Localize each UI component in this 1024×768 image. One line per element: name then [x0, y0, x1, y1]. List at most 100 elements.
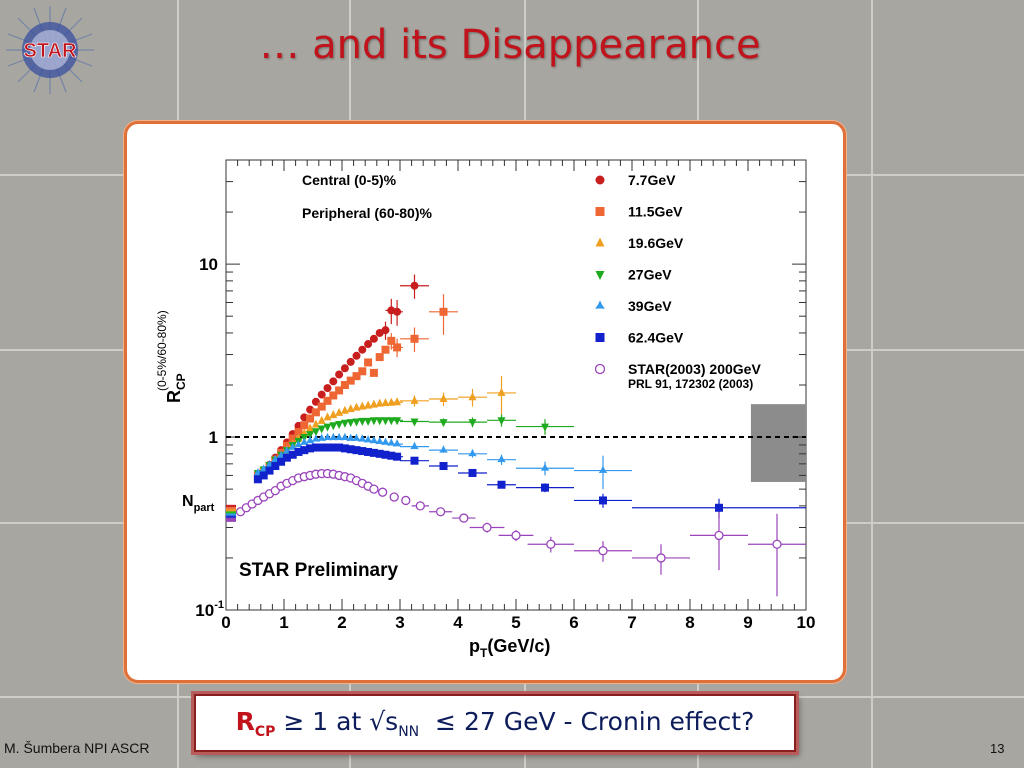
- star-logo: STAR: [6, 6, 94, 94]
- data-point: [369, 435, 379, 444]
- npart-band: [226, 507, 236, 512]
- data-point: [317, 415, 326, 424]
- legend-label: 7.7GeV: [628, 172, 676, 188]
- legend-label: 19.6GeV: [628, 235, 684, 251]
- data-point: [358, 447, 367, 456]
- data-point: [415, 501, 425, 511]
- svg-text:STAR: STAR: [24, 40, 78, 62]
- data-point: [329, 410, 338, 419]
- x-tick-label: 8: [685, 613, 694, 632]
- data-point: [323, 384, 332, 393]
- npart-band: [226, 513, 236, 518]
- data-point: [358, 367, 367, 376]
- x-tick-label: 5: [511, 613, 520, 632]
- x-tick-label: 9: [743, 613, 752, 632]
- data-point: [346, 433, 355, 442]
- data-point: [306, 414, 315, 423]
- data-point: [340, 444, 349, 453]
- data-point: [375, 436, 384, 445]
- data-point: [369, 399, 378, 408]
- series-6: [235, 468, 806, 597]
- y-axis-note: (0-5%/60-80%): [155, 310, 169, 391]
- data-point: [389, 492, 399, 502]
- data-point: [364, 358, 373, 367]
- data-point: [335, 370, 344, 379]
- data-point: [335, 407, 344, 416]
- data-point: [439, 393, 448, 402]
- data-point: [265, 466, 274, 475]
- x-tick-label: 10: [797, 613, 816, 632]
- data-point: [329, 391, 338, 400]
- data-point: [352, 351, 361, 360]
- legend-reference: PRL 91, 172302 (2003): [628, 377, 753, 391]
- data-point: [317, 433, 326, 442]
- data-point: [715, 503, 723, 512]
- npart-band: [226, 515, 236, 520]
- series-4: [253, 432, 632, 490]
- data-point: [772, 539, 782, 549]
- data-point: [323, 412, 332, 421]
- data-point: [253, 475, 262, 484]
- x-tick-label: 6: [569, 613, 578, 632]
- data-point: [340, 381, 349, 389]
- x-tick-label: 3: [395, 613, 404, 632]
- data-point: [294, 447, 303, 456]
- data-point: [311, 434, 321, 442]
- data-point: [439, 419, 448, 428]
- series-3: [253, 414, 574, 478]
- data-point: [282, 453, 291, 462]
- slide-title: … and its Disappearance: [259, 22, 761, 68]
- data-point: [541, 423, 549, 432]
- data-point: [387, 451, 396, 460]
- annotation-peripheral: Peripheral (60-80)%: [302, 205, 432, 221]
- data-point: [352, 433, 361, 442]
- data-point: [288, 434, 297, 443]
- data-point: [358, 434, 367, 442]
- data-point: [439, 462, 448, 471]
- data-point: [381, 326, 390, 335]
- data-point: [346, 419, 355, 428]
- data-point: [340, 364, 349, 373]
- cronin-note: RCP ≥ 1 at √sNN ≤ 27 GeV - Cronin effect…: [194, 694, 796, 752]
- rcp-chart: 0 1 2 3 4 5 6 7 8 9 10 10-1 1 10 7.7GeV 11.5GeV 19.6GeV…: [155, 159, 816, 660]
- data-point: [410, 281, 419, 290]
- data-point: [377, 487, 388, 497]
- data-point: [323, 443, 332, 452]
- data-point: [381, 437, 390, 445]
- data-point: [323, 432, 332, 441]
- data-point: [468, 468, 477, 477]
- data-point: [358, 345, 367, 354]
- data-point: [468, 392, 477, 401]
- data-point: [358, 401, 367, 410]
- data-point: [393, 343, 402, 352]
- data-point: [346, 376, 355, 385]
- data-point: [306, 444, 315, 453]
- data-point: [511, 530, 521, 541]
- data-point: [375, 353, 384, 362]
- note-rcp: RCP: [235, 706, 276, 740]
- x-tick-label: 2: [337, 613, 346, 632]
- data-point: [288, 450, 297, 459]
- data-point: [300, 446, 309, 455]
- data-point: [352, 418, 361, 427]
- data-point: [369, 334, 378, 343]
- legend-marker: [595, 207, 605, 216]
- data-point: [294, 427, 303, 436]
- data-point: [468, 419, 477, 428]
- data-point: [541, 483, 549, 492]
- systematic-box: [750, 404, 806, 482]
- series-5: [253, 443, 806, 519]
- y-axis-label: RCP: [164, 373, 188, 403]
- data-point: [323, 396, 332, 405]
- data-point: [375, 417, 384, 426]
- data-point: [277, 457, 286, 466]
- npart-band: [226, 509, 236, 514]
- data-point: [401, 495, 411, 506]
- annotation-preliminary: STAR Preliminary: [239, 560, 399, 581]
- data-point: [656, 553, 666, 563]
- legend-label: 27GeV: [628, 267, 672, 283]
- data-point: [410, 418, 419, 427]
- data-point: [459, 513, 469, 523]
- data-point: [329, 432, 338, 441]
- data-point: [598, 546, 608, 556]
